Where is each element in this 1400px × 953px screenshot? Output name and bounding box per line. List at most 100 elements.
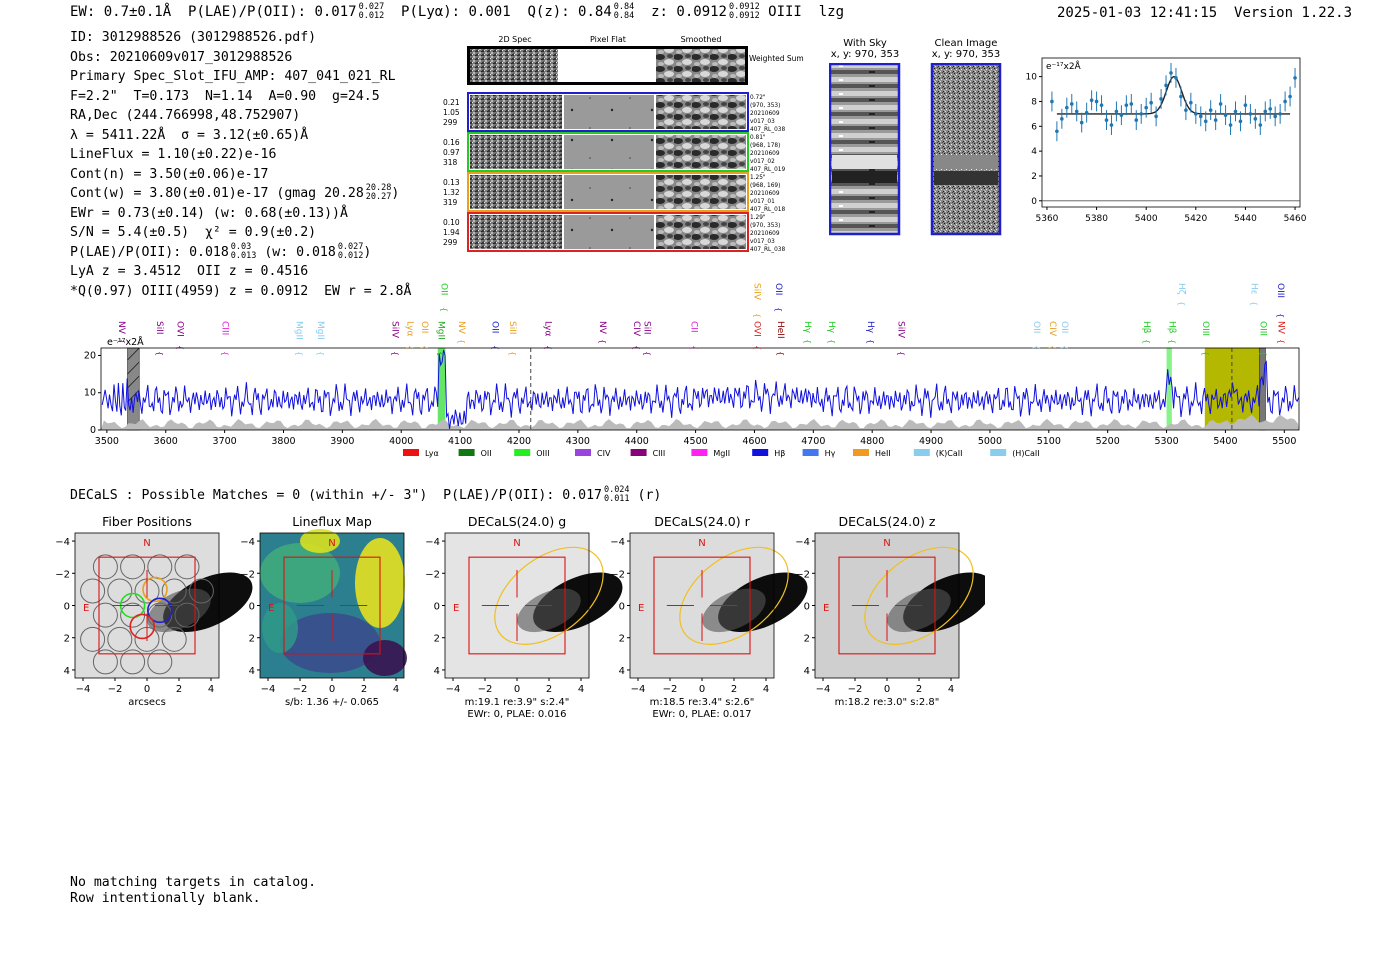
spectrum-line-bracket: {: [544, 345, 553, 350]
zoom-data-point: [1258, 123, 1263, 127]
info-contn: Cont(n) = 3.50(±0.06)e-17: [70, 166, 269, 182]
spectrum-line-label-text: NV: [597, 321, 607, 335]
spectrum-line-label-text: OII: [1059, 321, 1069, 333]
decals-xtick-label: 0: [699, 684, 705, 695]
spectrum-noise-floor: [101, 414, 1299, 430]
decals-panel-title: DECaLS(24.0) g: [468, 514, 566, 529]
fiber-circle: [174, 602, 200, 628]
cutout-row-value: 299: [443, 238, 458, 247]
spectrum-line-label: Hγ {: [802, 321, 812, 344]
spectrum-line-bracket: {: [1032, 345, 1041, 350]
spectrum-line-bracket: {: [220, 351, 229, 356]
spectrum-line-label-text: MgII: [315, 321, 325, 340]
spectrum-legend-label: HeII: [875, 449, 891, 458]
fiber-circle: [80, 626, 106, 652]
zoom-data-point: [1124, 103, 1129, 107]
zoom-data-point: [1273, 114, 1277, 119]
decals-ytick-label: 0: [434, 602, 440, 613]
search-box: [838, 556, 936, 655]
decals-xtick-label: 4: [208, 684, 214, 695]
zoom-data-point: [1065, 105, 1069, 110]
spectrum-legend-label: Lyα: [425, 449, 439, 458]
clean-image-band: [934, 155, 998, 169]
zoom-data-point: [1253, 117, 1258, 121]
cutout-row-value: 0.16: [443, 138, 460, 147]
spectrum-line-label-text: OIII: [1258, 321, 1268, 336]
spectrum-line-bracket: {: [1259, 351, 1268, 356]
spectrum-xtick-label: 4000: [389, 436, 413, 447]
spectrum-line-label: CIV {: [1047, 321, 1057, 350]
weighted-sum-label: Weighted Sum: [749, 54, 804, 63]
spectrum-line-bracket: {: [420, 345, 429, 350]
lineflux-blob: [262, 603, 298, 653]
spectrum-line-label-text: Hε: [1248, 283, 1258, 295]
info-ewr: EWr = 0.73(±0.14) (w: 0.68(±0.13))Å: [70, 205, 348, 221]
spectrum-line-label-text: MgII: [435, 321, 445, 340]
north-label: N: [328, 538, 335, 549]
with-sky-coords: x, y: 970, 353: [830, 49, 900, 60]
decals-caption-2: EWr: 0, PLAE: 0.016: [467, 709, 566, 720]
north-label: N: [883, 538, 890, 549]
header-plya: P(Lyα): 0.001: [401, 4, 511, 20]
spectrum-line-label-text: HeII: [775, 321, 785, 339]
spectrum-line-label: Lyα {: [543, 321, 553, 350]
spectrum-line-bracket: {: [1201, 351, 1210, 356]
cutout-row-pixelflat: [564, 175, 654, 209]
spectrum-line-label-text: Lyα: [543, 321, 553, 337]
decals-xtick-label: 0: [514, 684, 520, 695]
spectrum-plot-frame: [100, 347, 1300, 431]
spectrum-line-label: OII {: [419, 321, 429, 350]
fiber-circle: [107, 578, 133, 604]
decals-xtick-label: 4: [393, 684, 399, 695]
decals-xtick-label: −4: [76, 684, 91, 695]
clean-image-coords: x, y: 970, 353: [931, 49, 1001, 60]
cutout-row-smoothed: [656, 175, 746, 209]
cutout-row-value: 1.32: [443, 188, 460, 197]
fiber-circle: [147, 649, 173, 675]
cutout-row-value: 0.13: [443, 178, 460, 187]
info-radec: RA,Dec (244.766998,48.752907): [70, 108, 301, 123]
spectrum-line-label: SiII {: [641, 321, 651, 356]
weighted-2dspec: [470, 49, 558, 82]
with-sky-title-block: With Sky x, y: 970, 353: [825, 38, 905, 60]
spectrum-legend-label: Hβ: [774, 449, 785, 458]
spectrum-line-label: CIV {: [631, 321, 641, 350]
decals-xtick-label: −4: [446, 684, 461, 695]
decals-xtick-label: −2: [478, 684, 493, 695]
decals-ytick-label: 0: [619, 602, 625, 613]
spectrum-line-bracket: {: [406, 345, 415, 350]
header-plae: P(LAE)/P(OII): 0.017: [188, 4, 357, 20]
zoom-xtick-label: 5380: [1085, 214, 1108, 224]
decals-ytick-label: −2: [55, 569, 70, 580]
cutout-row-pixelflat: [564, 215, 654, 249]
decals-caption: arcsecs: [128, 697, 166, 708]
zoom-data-point: [1189, 100, 1193, 105]
decals-caption: m:18.5 re:3.4" s:2.6": [650, 697, 755, 708]
cutout-row-info: (970, 353): [750, 103, 780, 109]
spectrum-line-label: OIII {: [1258, 321, 1268, 356]
cutout-row-value: 319: [443, 198, 458, 207]
spectrum-line-bracket: {: [690, 345, 699, 350]
cutout-row-smoothed: [656, 215, 746, 249]
spectrum-line-label: SiII {: [507, 321, 517, 356]
cutout-row-value: 318: [443, 158, 458, 167]
lineflux-blob: [260, 543, 340, 603]
zoom-ytick-label: 8: [1031, 97, 1037, 107]
galaxy-aperture-ellipse: [679, 546, 789, 645]
zoom-ytick-label: 4: [1031, 147, 1037, 157]
spectrum-line-label-text: SiII: [641, 321, 651, 335]
decals-panel-title: Lineflux Map: [292, 514, 372, 529]
spectrum-line-bracket: {: [117, 339, 126, 344]
zoom-data-point: [1208, 108, 1213, 112]
weighted-smoothed: [656, 49, 745, 82]
spectrum-xtick-label: 3800: [271, 436, 295, 447]
decals-caption: s/b: 1.36 +/- 0.065: [285, 697, 379, 708]
spectrum-line-bracket: {: [598, 339, 607, 344]
decals-ytick-label: 4: [249, 666, 255, 677]
zoom-data-point: [1104, 118, 1109, 122]
decals-ytick-label: −4: [240, 537, 255, 548]
zoom-data-point: [1238, 119, 1243, 124]
spectrum-ytick-label: 0: [90, 425, 96, 436]
spectrum-ytick-label: 20: [84, 350, 96, 361]
cutout-row-2dspec: [470, 215, 562, 249]
